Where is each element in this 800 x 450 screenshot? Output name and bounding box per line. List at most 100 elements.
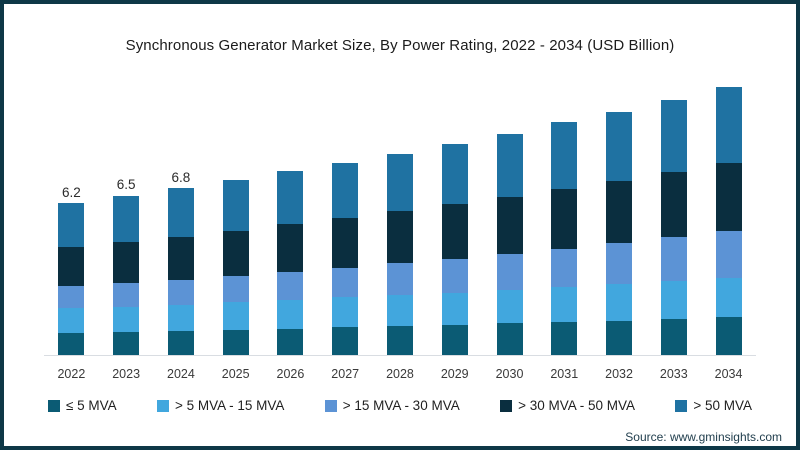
x-tick-2028: 2028	[386, 367, 414, 381]
bar-segment	[441, 143, 468, 205]
plot-area: 6.2 6.5 6.8	[44, 80, 756, 356]
source-attribution: Source: www.gminsights.com	[625, 430, 782, 444]
bar-segment	[386, 153, 413, 212]
bar-2030	[496, 133, 523, 355]
bar-column-2029	[427, 143, 482, 355]
bar-segment	[660, 172, 687, 238]
legend-label: ≤ 5 MVA	[66, 398, 117, 413]
bar-segment	[332, 218, 359, 268]
bar-segment	[496, 323, 523, 355]
bar-2026	[277, 171, 304, 355]
bar-segment	[441, 258, 468, 293]
bar-segment	[715, 86, 742, 163]
bar-segment	[715, 317, 742, 355]
legend-swatch-icon	[500, 399, 513, 412]
bar-segment	[551, 122, 578, 189]
x-tick-2024: 2024	[167, 367, 195, 381]
bar-column-2033	[646, 99, 701, 355]
bar-segment	[113, 195, 140, 242]
bar-segment	[606, 180, 633, 244]
x-tick-2030: 2030	[495, 367, 524, 381]
bar-column-2027	[318, 162, 373, 355]
legend-label: > 5 MVA - 15 MVA	[175, 398, 285, 413]
bar-2033	[660, 99, 687, 355]
bar-2023	[113, 195, 140, 355]
bar-segment	[441, 292, 468, 325]
bar-segment	[606, 284, 633, 321]
bar-segment	[660, 237, 687, 282]
legend-item-1: > 5 MVA - 15 MVA	[157, 398, 284, 413]
bar-segment	[332, 162, 359, 219]
x-tick-2032: 2032	[605, 367, 633, 381]
bar-segment	[167, 304, 194, 331]
bar-segment	[606, 243, 633, 285]
bar-segment	[113, 241, 140, 283]
x-tick-2029: 2029	[440, 367, 469, 381]
bar-segment	[58, 286, 85, 309]
bar-column-2023: 6.5	[99, 178, 154, 355]
bar-segment	[551, 188, 578, 249]
bar-segment	[386, 326, 413, 355]
bar-segment	[660, 281, 687, 319]
bar-segment	[222, 180, 249, 231]
bar-segment	[715, 231, 742, 278]
bar-2029	[441, 143, 468, 355]
bar-segment	[277, 328, 304, 355]
x-axis-labels: 2022 2023 2024 2025 2026 2027 2028 2029 2030 2031…	[44, 367, 756, 381]
chart-title: Synchronous Generator Market Size, By Po…	[125, 37, 675, 54]
bar-column-2032	[592, 111, 647, 355]
bar-segment	[496, 289, 523, 324]
x-tick-2034: 2034	[714, 367, 743, 381]
bar-segment	[167, 188, 194, 237]
x-tick-2025: 2025	[221, 367, 250, 381]
bar-column-2031	[537, 122, 592, 355]
legend-label: > 15 MVA - 30 MVA	[342, 398, 460, 413]
bar-segment	[715, 162, 742, 232]
bar-total-label-2022: 6.2	[61, 184, 81, 200]
bar-column-2025	[208, 180, 263, 355]
bar-segment	[606, 111, 633, 181]
bar-segment	[222, 302, 249, 330]
x-tick-2027: 2027	[331, 367, 360, 381]
legend-item-2: > 15 MVA - 30 MVA	[324, 398, 460, 413]
bar-segment	[715, 277, 742, 317]
bar-segment	[277, 271, 304, 300]
bar-segment	[58, 332, 85, 355]
legend-swatch-icon	[324, 399, 337, 412]
bar-segment	[660, 318, 687, 355]
bar-segment	[277, 224, 304, 272]
bar-column-2034	[701, 86, 756, 355]
bar-segment	[277, 171, 304, 225]
legend-label: > 30 MVA - 50 MVA	[518, 398, 635, 413]
bar-segment	[496, 133, 523, 198]
bar-column-2026	[263, 171, 318, 355]
bar-segment	[551, 321, 578, 355]
legend: ≤ 5 MVA > 5 MVA - 15 MVA > 15 MVA - 30 MVA…	[48, 398, 752, 413]
x-tick-2023: 2023	[112, 367, 141, 381]
bar-segment	[496, 253, 523, 290]
bar-2032	[606, 111, 633, 355]
bar-segment	[58, 308, 85, 333]
bar-segment	[332, 297, 359, 328]
bar-segment	[222, 230, 249, 276]
bar-segment	[386, 211, 413, 264]
bar-segment	[277, 299, 304, 329]
bar-2025	[222, 180, 249, 355]
legend-item-0: ≤ 5 MVA	[48, 398, 117, 413]
bar-segment	[222, 329, 249, 355]
bar-total-label-2023: 6.5	[116, 177, 136, 193]
bar-column-2030	[482, 133, 537, 355]
bar-segment	[167, 279, 194, 305]
bar-segment	[167, 236, 194, 280]
bar-2028	[386, 153, 413, 355]
bar-2022	[58, 203, 85, 355]
bar-segment	[58, 247, 85, 287]
bar-total-label-2024: 6.8	[171, 169, 191, 185]
bar-segment	[660, 99, 687, 173]
bar-2027	[332, 162, 359, 355]
legend-item-3: > 30 MVA - 50 MVA	[500, 398, 635, 413]
legend-item-4: > 50 MVA	[675, 398, 752, 413]
bar-2024	[167, 188, 194, 355]
bar-segment	[386, 295, 413, 327]
